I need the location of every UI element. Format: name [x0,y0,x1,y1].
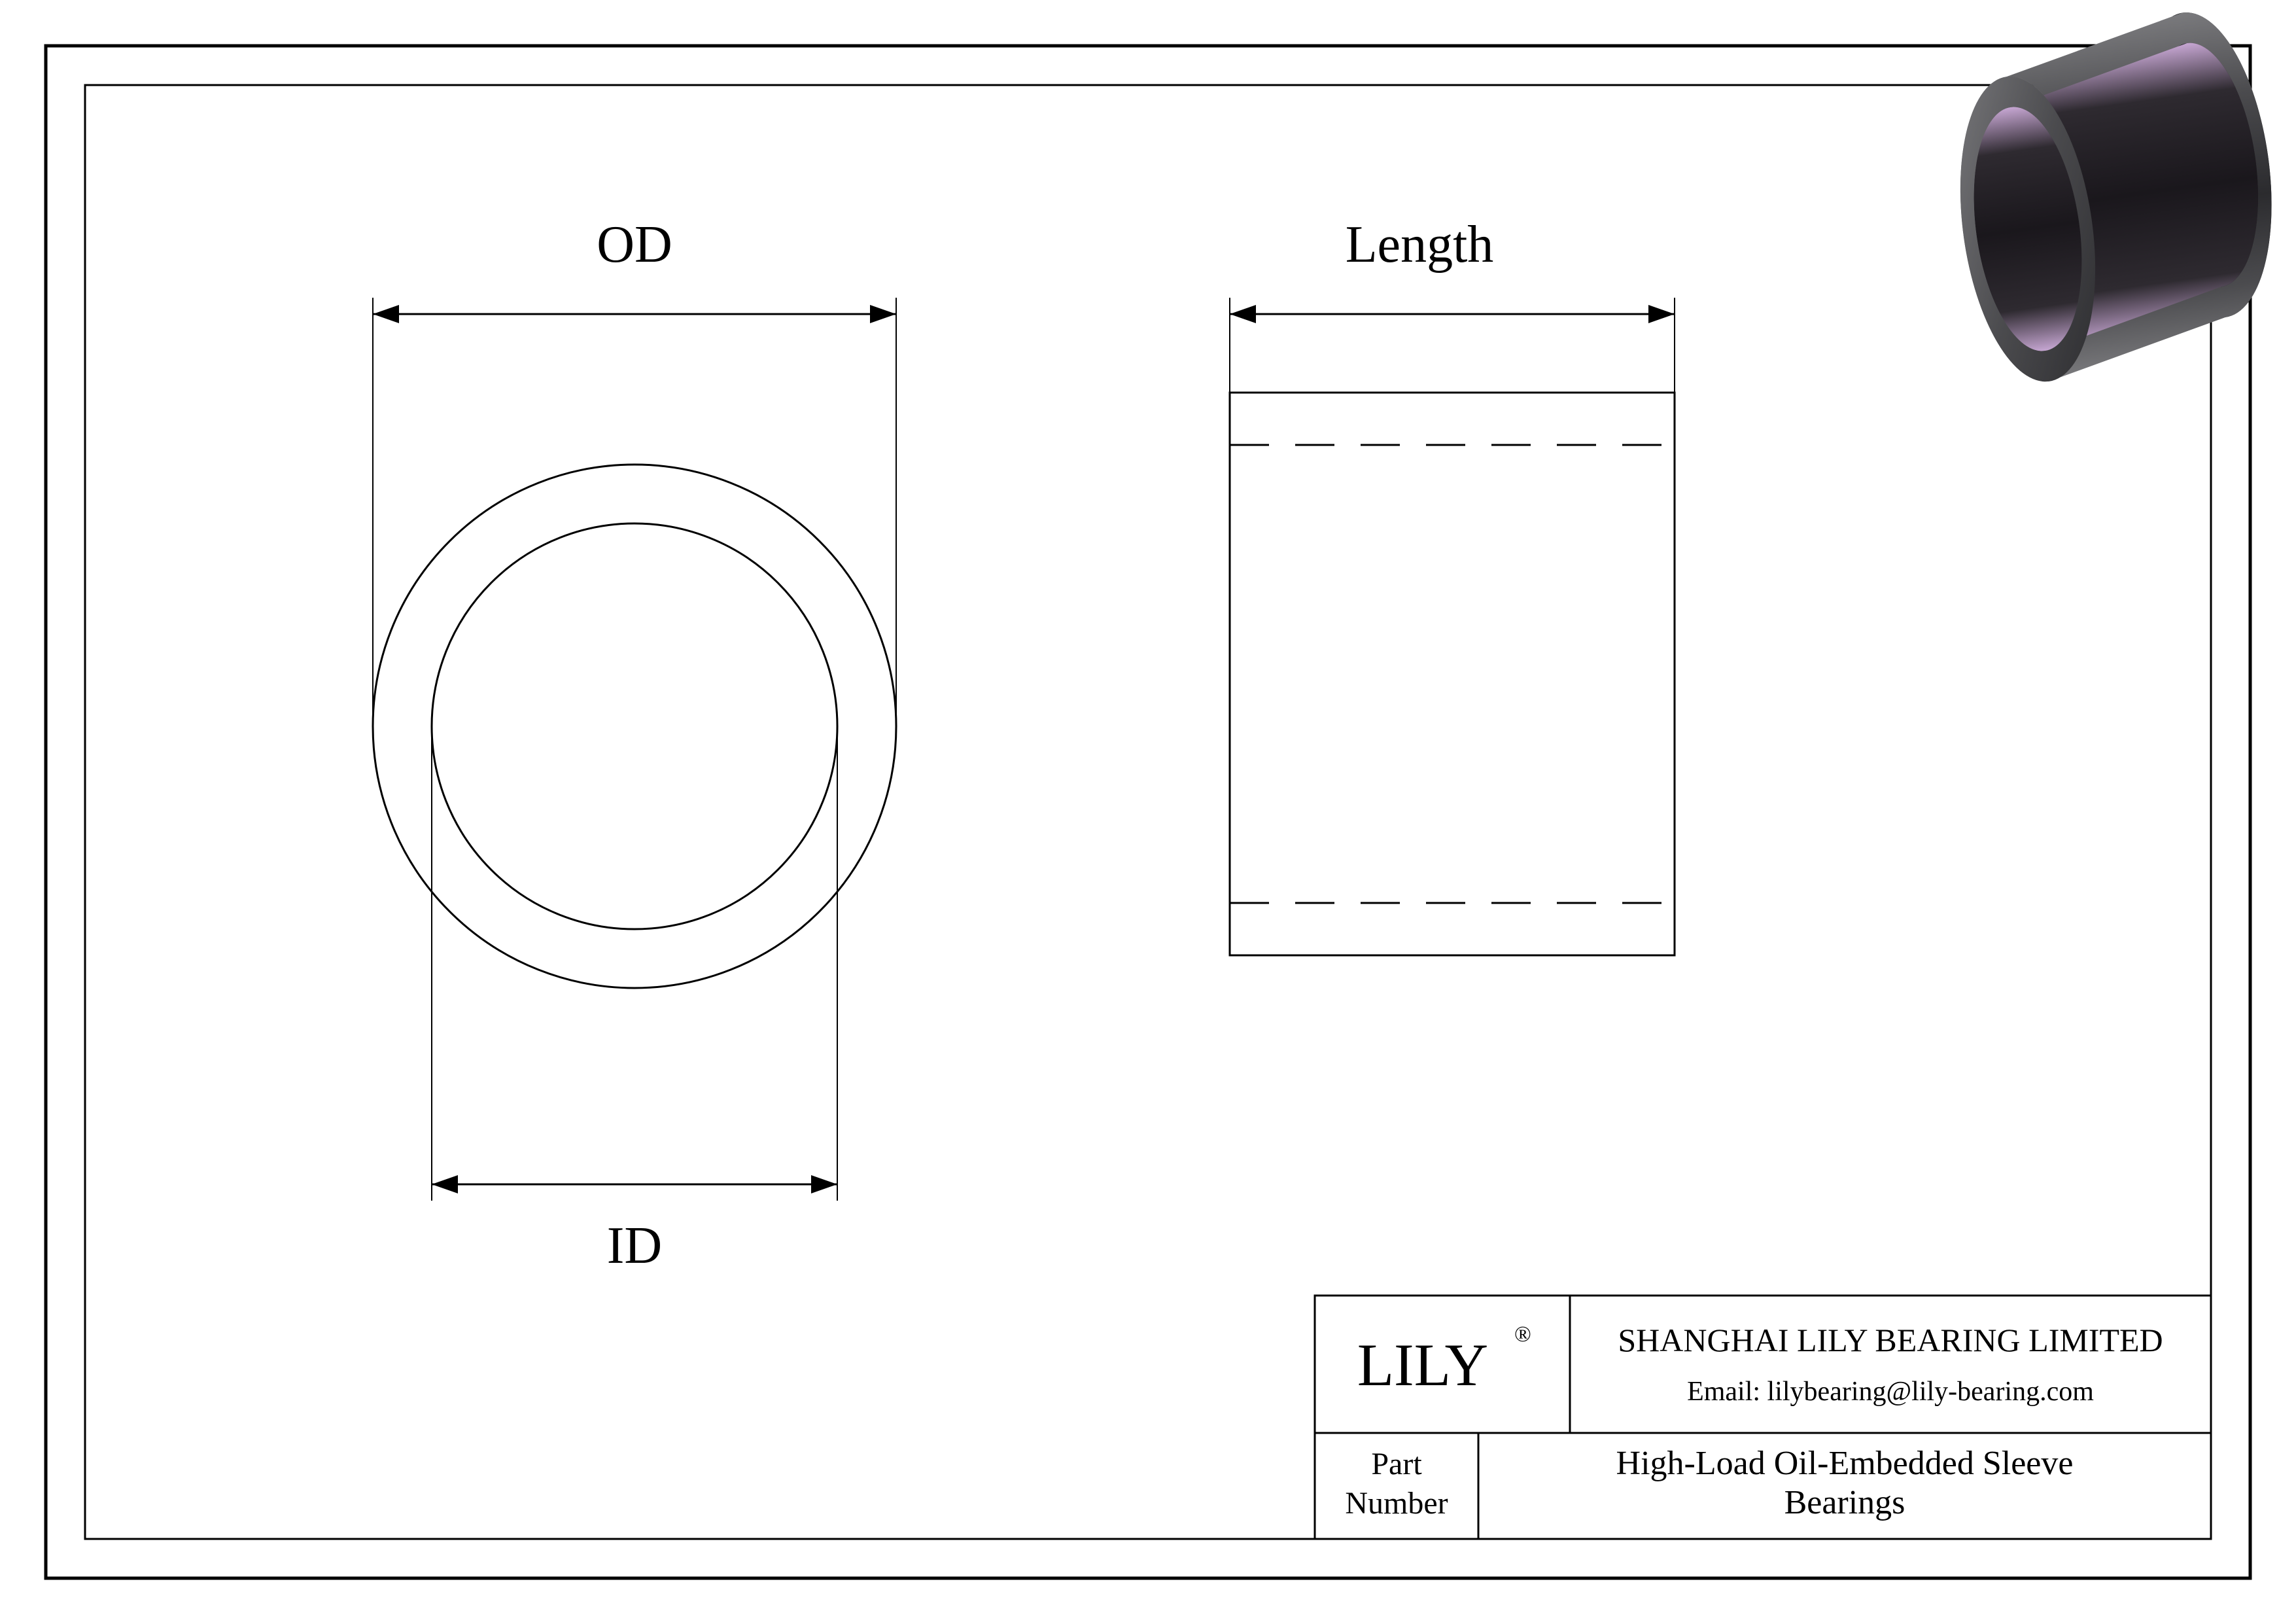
company-name: SHANGHAI LILY BEARING LIMITED [1618,1322,2163,1358]
title-block: LILY ® SHANGHAI LILY BEARING LIMITED Email:… [1315,1296,2211,1539]
part-label-2: Number [1345,1486,1448,1521]
id-label: ID [607,1217,662,1275]
company-email: Email: lilybearing@lily-bearing.com [1687,1377,2094,1407]
desc-line-2: Bearings [1784,1484,1905,1521]
logo-r: ® [1514,1322,1531,1347]
logo-text: LILY [1357,1332,1488,1398]
od-label: OD [597,216,672,274]
part-label-1: Part [1371,1447,1422,1481]
desc-line-1: High-Load Oil-Embedded Sleeve [1616,1445,2074,1482]
length-label: Length [1346,216,1494,274]
